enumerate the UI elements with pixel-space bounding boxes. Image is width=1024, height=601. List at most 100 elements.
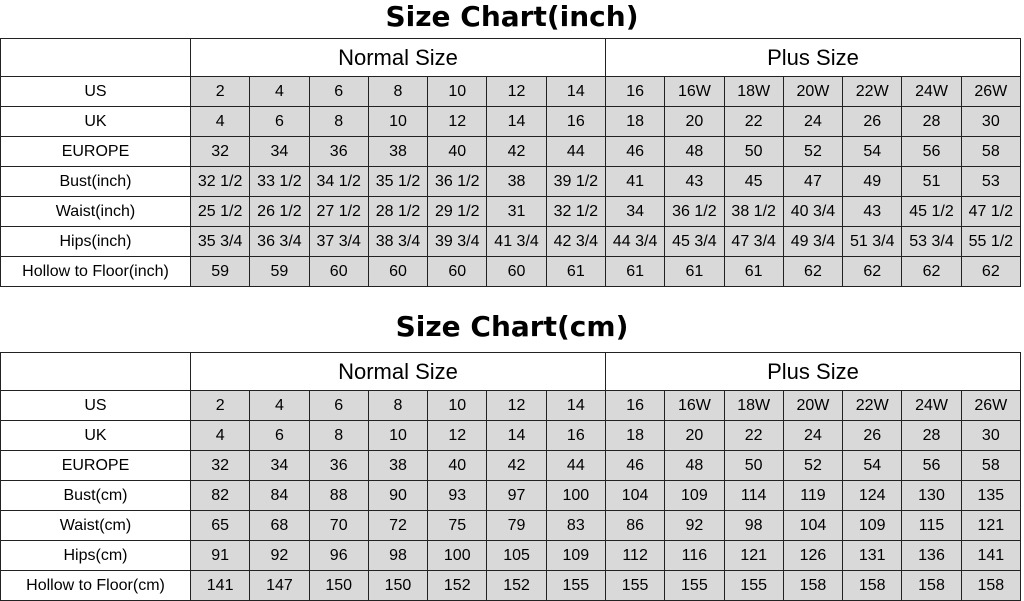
- size-cell: 51 3/4: [842, 226, 903, 257]
- size-cell: 12: [427, 106, 488, 137]
- size-cell: 136: [901, 540, 962, 571]
- size-cell: 41 3/4: [486, 226, 547, 257]
- size-cell: 8: [367, 390, 429, 421]
- table-row: Hips(cm) 91 92 96 98 100 105 109 112 116 121 126 131…: [0, 540, 1022, 571]
- size-cell: 48: [664, 450, 725, 481]
- size-cell: 46: [604, 136, 666, 167]
- size-cell: 10: [367, 420, 429, 451]
- size-cell: 60: [427, 256, 488, 287]
- table-row: UK 4 6 8 10 12 14 16 18 20 22 24 26 28 30: [0, 106, 1022, 137]
- size-cell: 24W: [901, 390, 962, 421]
- size-cell: 4: [189, 106, 251, 137]
- size-cell: 155: [723, 570, 784, 601]
- size-cell: 26W: [960, 390, 1022, 421]
- size-cell: 35 3/4: [189, 226, 251, 257]
- size-cell: 86: [604, 510, 666, 541]
- size-cell: 135: [960, 480, 1022, 511]
- size-cell: 42 3/4: [545, 226, 606, 257]
- size-cell: 28 1/2: [367, 196, 429, 227]
- size-cell: 18: [604, 420, 666, 451]
- size-cell: 22: [723, 106, 784, 137]
- size-cell: 38 1/2: [723, 196, 784, 227]
- size-cell: 109: [842, 510, 903, 541]
- size-cell: 40 3/4: [782, 196, 844, 227]
- size-cell: 60: [367, 256, 429, 287]
- size-cell: 158: [782, 570, 844, 601]
- group-header: Plus Size: [604, 38, 1022, 77]
- row-label: Waist(inch): [0, 196, 191, 227]
- size-cell: 56: [901, 450, 962, 481]
- size-cell: 158: [901, 570, 962, 601]
- size-cell: 4: [189, 420, 251, 451]
- size-cell: 61: [604, 256, 666, 287]
- size-cell: 121: [960, 510, 1022, 541]
- size-cell: 104: [604, 480, 666, 511]
- table-row: US 2 4 6 8 10 12 14 16 16W 18W 20W 22W 24W 26W: [0, 390, 1022, 421]
- size-cell: 59: [189, 256, 251, 287]
- size-cell: 54: [842, 136, 903, 167]
- size-cell: 33 1/2: [249, 166, 310, 197]
- size-cell: 158: [960, 570, 1022, 601]
- size-cell: 126: [782, 540, 844, 571]
- size-cell: 16: [545, 420, 606, 451]
- size-cell: 51: [901, 166, 962, 197]
- size-cell: 34 1/2: [308, 166, 369, 197]
- size-cell: 16: [604, 76, 666, 107]
- size-cell: 150: [308, 570, 369, 601]
- size-cell: 53: [960, 166, 1022, 197]
- size-cell: 32 1/2: [189, 166, 251, 197]
- table-row: Waist(cm) 65 68 70 72 75 79 83 86 92 98 104 109 115 12…: [0, 510, 1022, 541]
- size-cell: 158: [842, 570, 903, 601]
- size-cell: 79: [486, 510, 547, 541]
- size-cell: 44 3/4: [604, 226, 666, 257]
- size-cell: 25 1/2: [189, 196, 251, 227]
- size-cell: 155: [664, 570, 725, 601]
- size-cell: 75: [427, 510, 488, 541]
- size-cell: 155: [604, 570, 666, 601]
- size-cell: 121: [723, 540, 784, 571]
- size-cell: 18W: [723, 76, 784, 107]
- size-cell: 49 3/4: [782, 226, 844, 257]
- size-cell: 32: [189, 136, 251, 167]
- size-cell: 96: [308, 540, 369, 571]
- size-cell: 12: [486, 390, 547, 421]
- size-cell: 47: [782, 166, 844, 197]
- size-cell: 40: [427, 450, 488, 481]
- size-cell: 61: [723, 256, 784, 287]
- size-cell: 49: [842, 166, 903, 197]
- size-cell: 10: [367, 106, 429, 137]
- size-cell: 52: [782, 136, 844, 167]
- size-cell: 10: [427, 390, 488, 421]
- size-cell: 56: [901, 136, 962, 167]
- size-cell: 30: [960, 420, 1022, 451]
- row-label: UK: [0, 106, 191, 137]
- size-cell: 100: [427, 540, 488, 571]
- size-cell: 18: [604, 106, 666, 137]
- size-cell: 62: [901, 256, 962, 287]
- size-cell: 92: [249, 540, 310, 571]
- size-cell: 114: [723, 480, 784, 511]
- size-cell: 62: [960, 256, 1022, 287]
- size-cell: 45 1/2: [901, 196, 962, 227]
- table-row: Bust(inch) 32 1/2 33 1/2 34 1/2 35 1/2 36 1/2…: [0, 166, 1022, 197]
- size-cell: 91: [189, 540, 251, 571]
- size-cell: 38: [486, 166, 547, 197]
- size-cell: 60: [486, 256, 547, 287]
- size-cell: 124: [842, 480, 903, 511]
- row-label: Hollow to Floor(inch): [0, 256, 191, 287]
- group-header: Normal Size: [190, 38, 606, 77]
- size-cell: 48: [664, 136, 725, 167]
- size-cell: 93: [427, 480, 488, 511]
- size-cell: 39 1/2: [545, 166, 606, 197]
- size-cell: 61: [664, 256, 725, 287]
- size-cell: 59: [249, 256, 310, 287]
- size-cell: 20: [664, 420, 725, 451]
- size-cell: 116: [664, 540, 725, 571]
- size-cell: 45 3/4: [664, 226, 725, 257]
- size-cell: 6: [249, 420, 310, 451]
- size-cell: 72: [367, 510, 429, 541]
- size-cell: 20: [664, 106, 725, 137]
- size-cell: 65: [189, 510, 251, 541]
- size-cell: 55 1/2: [960, 226, 1022, 257]
- size-cell: 12: [486, 76, 547, 107]
